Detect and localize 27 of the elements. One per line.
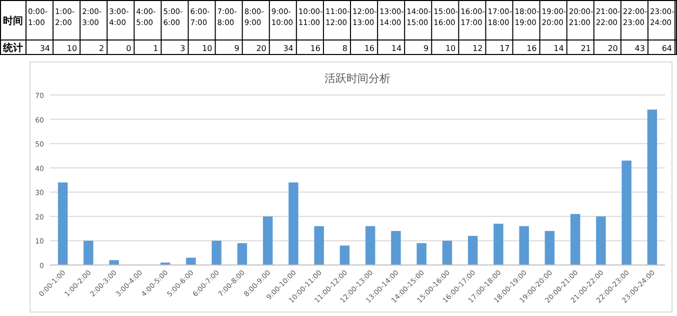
- text: 12: [472, 44, 483, 53]
- text: 9: [234, 44, 240, 53]
- text: 20: [256, 44, 266, 53]
- text: 20: [608, 44, 618, 53]
- text: 34: [40, 44, 50, 53]
- text: 43: [634, 44, 645, 53]
- text: 10: [66, 44, 78, 53]
- text: 时间: [3, 15, 23, 27]
- text: 统计: [2, 42, 23, 54]
- text: 8: [342, 44, 348, 53]
- text: 21: [580, 44, 591, 53]
- text: 0: [126, 44, 132, 53]
- text: 17: [500, 44, 510, 53]
- text: 3: [180, 44, 186, 53]
- text: 16: [364, 44, 375, 53]
- text: 10: [202, 44, 212, 53]
- text: 16: [310, 44, 320, 53]
- text: 16: [526, 44, 537, 53]
- text: 2: [99, 44, 104, 53]
- text: 34: [283, 44, 294, 53]
- text: 10: [445, 44, 456, 53]
- text: 9: [424, 44, 429, 53]
- chart-title: 活跃时间分析: [324, 72, 390, 85]
- text: 14: [554, 44, 564, 53]
- text: 1: [153, 44, 158, 53]
- text: 64: [662, 44, 672, 53]
- text: 14: [391, 44, 402, 53]
